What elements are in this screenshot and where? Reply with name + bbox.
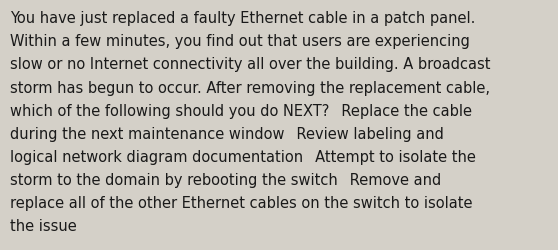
Text: during the next maintenance window  Review labeling and: during the next maintenance window Revie…: [10, 126, 444, 141]
Text: the issue: the issue: [10, 218, 77, 233]
Text: logical network diagram documentation  Attempt to isolate the: logical network diagram documentation At…: [10, 149, 476, 164]
Text: storm has begun to occur. After removing the replacement cable,: storm has begun to occur. After removing…: [10, 80, 490, 95]
Text: You have just replaced a faulty Ethernet cable in a patch panel.: You have just replaced a faulty Ethernet…: [10, 11, 475, 26]
Text: Within a few minutes, you find out that users are experiencing: Within a few minutes, you find out that …: [10, 34, 470, 49]
Text: slow or no Internet connectivity all over the building. A broadcast: slow or no Internet connectivity all ove…: [10, 57, 490, 72]
Text: storm to the domain by rebooting the switch  Remove and: storm to the domain by rebooting the swi…: [10, 172, 441, 187]
Text: which of the following should you do NEXT?  Replace the cable: which of the following should you do NEX…: [10, 103, 472, 118]
Text: replace all of the other Ethernet cables on the switch to isolate: replace all of the other Ethernet cables…: [10, 195, 473, 210]
